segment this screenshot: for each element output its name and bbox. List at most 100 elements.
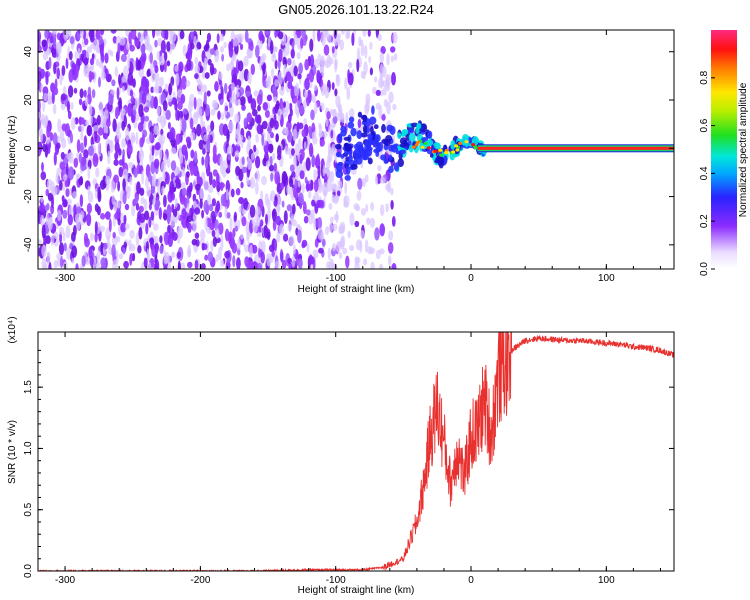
spectrogram-noise-blob [241,104,246,111]
spectrogram-noise-blob [198,139,204,150]
spectrogram-noise-blob [69,36,75,45]
spectrogram-noise-blob [265,30,270,36]
spectrogram-noise-blob [135,202,139,211]
spectrogram-noise-blob [63,242,67,252]
spectrogram-noise-blob [149,237,154,244]
spectrogram-noise-blob [240,233,244,240]
spectrogram-noise-blob [116,200,121,209]
spectrogram-noise-blob [112,259,118,269]
spectrogram-noise-blob [166,60,171,67]
spectrogram-noise-blob [147,172,152,183]
spectrogram-noise-blob [54,78,58,90]
spectrogram-noise-blob [101,65,105,78]
spectrogram-noise-blob [67,100,70,113]
spectrogram-noise-blob [311,122,316,134]
spectrogram-signal-blob [340,154,345,159]
x-tick-label: -100 [326,273,346,284]
spectrogram-noise-blob [129,176,133,186]
spectrogram-noise-blob [283,233,289,242]
spectrogram-signal-blob [371,105,375,115]
spectrogram-noise-blob [52,103,57,115]
spectrogram-noise-blob [95,58,100,67]
spectrogram-signal-blob [397,158,405,168]
spectrogram-noise-blob [255,206,261,216]
spectrogram-noise-blob [261,240,266,254]
spectrogram-noise-blob [340,226,345,233]
spectrogram-noise-blob [208,203,214,212]
spectrogram-noise-blob [53,62,57,75]
spectrogram-noise-blob [145,223,149,235]
spectrogram-noise-blob [238,205,242,213]
spectrogram-noise-blob [221,160,228,171]
spectrogram-peak-blob [433,149,438,153]
spectrogram-noise-blob [390,46,396,53]
spectrogram-noise-blob [349,244,355,252]
spectrogram-noise-blob [134,39,140,47]
spectrogram-noise-blob [218,211,223,218]
spectrogram-noise-blob [189,132,196,141]
spectrogram-noise-blob [365,204,369,213]
spectrogram-noise-blob [146,70,150,77]
spectrogram-noise-blob [62,174,68,181]
spectrogram-noise-blob [116,87,120,100]
spectrogram-noise-blob [212,236,217,248]
spectrogram-noise-blob [94,203,99,212]
spectrogram-noise-blob [59,226,64,235]
spectrogram-noise-blob [317,217,323,230]
spectrogram-noise-blob [97,127,104,136]
spectrogram-noise-blob [159,245,164,255]
spectrogram-noise-blob [170,42,176,51]
spectrogram-noise-blob [187,222,192,233]
spectrogram-noise-blob [167,225,171,234]
spectrogram-noise-blob [98,100,103,114]
spectrogram-noise-blob [329,108,333,115]
spectrogram-x-label: Height of straight line (km) [298,284,415,295]
spectrogram-noise-blob [133,168,138,178]
spectrogram-signal-blob [356,130,363,140]
spectrogram-noise-blob [326,178,332,193]
spectrogram-noise-blob [108,93,114,106]
snr-frame [37,331,675,572]
spectrogram-peak-blob [426,146,431,150]
spectrogram-noise-blob [301,30,306,39]
spectrogram-noise-blob [230,57,234,66]
spectrogram-noise-blob [53,231,59,239]
spectrogram-noise-blob [289,164,295,172]
spectrogram-noise-blob [187,185,193,193]
spectrogram-noise-blob [161,185,165,195]
spectrogram-noise-blob [46,178,53,192]
spectrogram-noise-blob [223,41,227,49]
spectrogram-noise-blob [293,188,297,198]
spectrogram-noise-blob [243,55,249,67]
spectrogram-noise-blob [212,179,217,189]
spectrogram-noise-blob [241,156,245,165]
spectrogram-signal-blob [401,130,406,137]
y-tick-label: 40 [23,46,34,58]
spectrogram-noise-blob [212,169,218,177]
spectrogram-noise-blob [51,185,58,196]
spectrogram-noise-blob [182,108,188,115]
spectrogram-noise-blob [328,222,333,233]
spectrogram-noise-blob [338,252,343,259]
spectrogram-noise-blob [80,130,84,141]
spectrogram-noise-blob [286,204,293,212]
spectrogram-noise-blob [88,246,93,259]
spectrogram-noise-blob [379,89,384,97]
colorbar-tick-label: 0.4 [699,166,710,180]
spectrogram-noise-blob [147,262,152,269]
spectrogram-noise-blob [75,64,79,78]
spectrogram-noise-blob [67,110,72,120]
spectrogram-noise-blob [274,239,278,252]
spectrogram-noise-blob [309,258,315,265]
spectrogram-noise-blob [225,188,229,201]
spectrogram-noise-blob [83,135,88,148]
spectrogram-noise-blob [79,88,84,99]
spectrogram-noise-blob [59,255,64,269]
spectrogram-noise-blob [201,242,205,251]
spectrogram-noise-blob [56,142,61,149]
spectrogram-noise-blob [94,232,98,243]
spectrogram-noise-blob [99,30,104,35]
spectrogram-noise-blob [40,171,47,181]
spectrogram-noise-blob [181,187,188,197]
spectrogram-noise-blob [88,30,94,38]
